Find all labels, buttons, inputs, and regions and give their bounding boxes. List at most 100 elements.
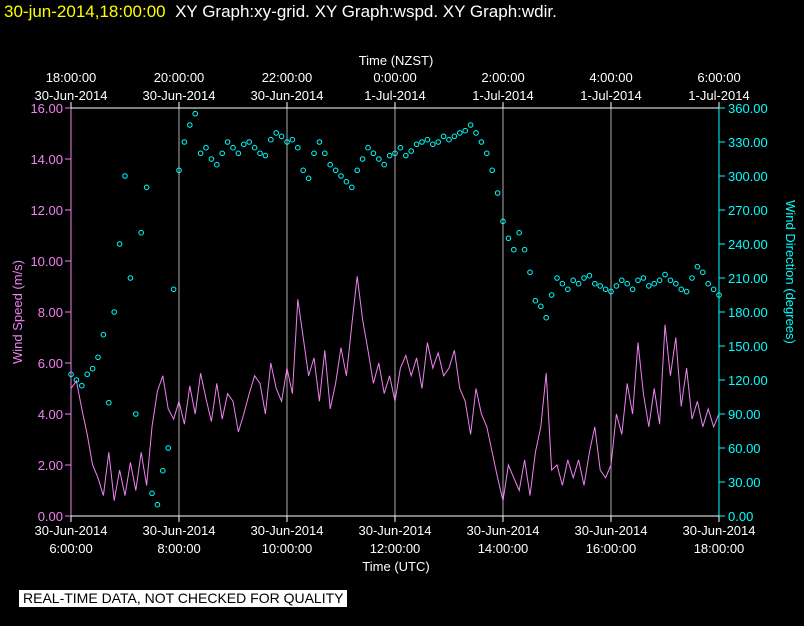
wind-direction-point [359,156,366,162]
wind-direction-point [116,241,123,247]
wind-direction-point [538,303,544,310]
wind-direction-point [278,133,285,140]
wind-direction-series [68,110,722,508]
wind-direction-point [646,283,652,289]
wind-direction-point [667,277,674,284]
bottom-tick-date: 30-Jun-2014 [467,523,540,538]
right-tick-label: 150.00 [728,339,768,354]
wind-direction-point [451,133,458,140]
wind-direction-point [494,190,501,196]
right-tick-label: 90.00 [728,407,761,422]
wind-direction-point [316,139,323,145]
wind-direction-point [446,136,452,143]
wind-direction-point [543,314,550,321]
top-tick-time: 0:00:00 [373,70,416,85]
bottom-tick-time: 16:00:00 [586,541,637,556]
wind-direction-point [430,141,436,148]
wind-direction-point [79,382,85,389]
wind-direction-point [149,490,155,497]
wind-direction-point [230,144,236,151]
wind-direction-point [678,286,685,293]
wind-direction-point [403,152,409,159]
right-axis-title: Wind Direction (degrees) [783,200,798,344]
wind-speed-series [70,276,720,501]
left-tick-label: 2.00 [38,458,63,473]
wind-direction-point [592,280,598,287]
wind-direction-point [419,139,425,145]
wind-direction-point [559,280,566,287]
wind-direction-point [365,144,371,151]
bottom-tick-time: 18:00:00 [694,541,745,556]
wind-direction-point [203,144,209,151]
wind-direction-point [673,280,679,287]
bottom-tick-time: 6:00:00 [49,541,92,556]
wind-direction-point [613,283,620,289]
top-tick-time: 2:00:00 [481,70,524,85]
right-tick-label: 180.00 [728,305,768,320]
wind-direction-point [478,139,485,145]
grid-lines [178,108,612,516]
left-tick-label: 8.00 [38,305,63,320]
top-tick-time: 22:00:00 [262,70,313,85]
top-tick-date: 30-Jun-2014 [251,88,324,103]
wind-direction-point [527,269,533,276]
wind-direction-point [505,235,512,242]
wind-direction-point [710,286,717,293]
left-tick-label: 10.00 [30,254,63,269]
wind-speed-line [70,276,720,501]
left-tick-label: 16.00 [30,101,63,116]
bottom-tick-date: 30-Jun-2014 [683,523,756,538]
left-tick-label: 0.00 [38,509,63,524]
wind-direction-point [354,167,361,174]
wind-direction-point [408,148,415,154]
bottom-tick-date: 30-Jun-2014 [35,523,108,538]
wind-direction-point [273,130,280,136]
right-tick-label: 0.00 [728,509,753,524]
wind-direction-point [500,218,506,225]
wind-direction-point [656,277,663,284]
wind-direction-point [111,309,117,315]
wind-direction-point [197,150,204,157]
bottom-tick-time: 12:00:00 [370,541,421,556]
wind-direction-point [705,280,712,287]
bottom-tick-time: 8:00:00 [157,541,200,556]
wind-direction-point [322,150,328,157]
wind-direction-point [138,229,144,236]
wind-direction-point [289,136,296,143]
wind-direction-point [268,136,274,143]
top-tick-date: 1-Jul-2014 [580,88,641,103]
wind-direction-point [511,246,517,253]
top-tick-time: 4:00:00 [589,70,632,85]
wind-direction-point [284,139,290,145]
wind-direction-point [241,141,247,148]
graph-titles: XY Graph:xy-grid. XY Graph:wspd. XY Grap… [175,2,557,21]
wind-direction-point [602,286,609,293]
wind-direction-point [305,175,312,182]
top-tick-time: 18:00:00 [46,70,97,85]
top-tick-time: 6:00:00 [697,70,740,85]
wind-direction-point [187,122,193,128]
wind-direction-point [127,275,134,281]
wind-direction-point [143,184,150,191]
top-tick-date: 30-Jun-2014 [143,88,216,103]
wind-direction-point [651,280,658,287]
wind-direction-point [619,277,625,284]
wind-direction-point [95,354,101,361]
top-tick-date: 1-Jul-2014 [472,88,533,103]
right-tick-label: 60.00 [728,441,761,456]
wind-direction-point [257,150,263,157]
wind-direction-point [532,297,539,304]
wind-direction-point [300,167,307,174]
wind-direction-point [397,144,404,151]
wind-direction-point [154,501,161,508]
wind-direction-point [181,139,188,145]
top-tick-date: 30-Jun-2014 [35,88,108,103]
top-tick-date: 1-Jul-2014 [688,88,749,103]
bottom-tick-time: 14:00:00 [478,541,529,556]
wind-direction-point [548,292,555,298]
quality-disclaimer: REAL-TIME DATA, NOT CHECKED FOR QUALITY [19,590,348,607]
right-tick-label: 240.00 [728,237,768,252]
right-tick-label: 360.00 [728,101,768,116]
bottom-axis-title: Time (UTC) [362,559,429,574]
wind-direction-point [597,283,604,289]
